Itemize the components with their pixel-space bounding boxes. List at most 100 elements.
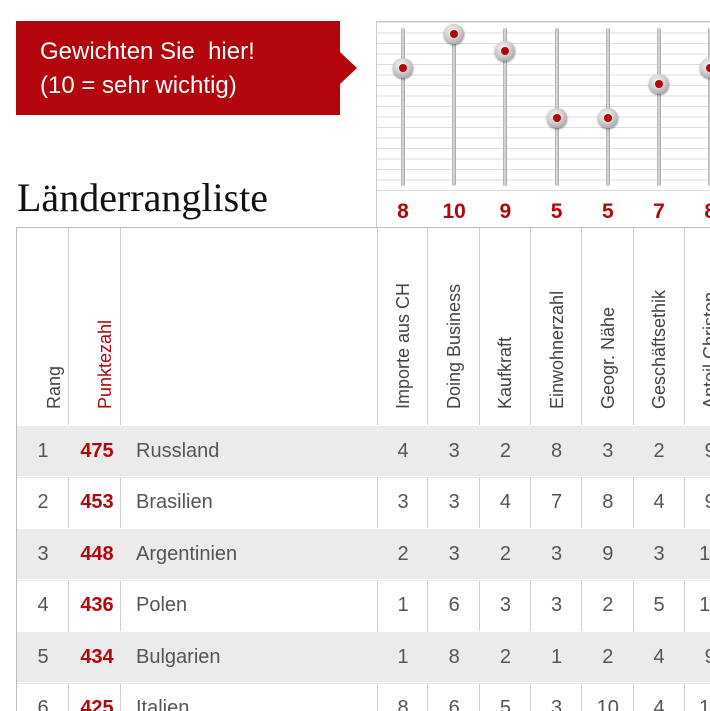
criterion-value-cell: 10 — [596, 697, 619, 711]
criterion-value-cell: 3 — [499, 594, 511, 617]
slider-knob[interactable] — [597, 108, 618, 128]
country-cell: Brasilien — [136, 491, 213, 514]
page-title: Länderrangliste — [17, 175, 268, 220]
criterion-value-cell: 6 — [448, 594, 460, 617]
criterion-value-cell: 3 — [551, 594, 563, 617]
rank-cell: 4 — [37, 594, 49, 617]
criterion-value-cell: 5 — [653, 594, 665, 617]
callout-arrow — [340, 52, 357, 84]
table-row[interactable]: 2453Brasilien3347849 — [17, 476, 710, 529]
criterion-value-cell: 1 — [397, 594, 409, 617]
table-row[interactable]: 5 434 Bulgarien 1 8 2 1 2 49 — [17, 630, 710, 684]
slider-knob[interactable] — [649, 74, 669, 95]
criterion-value-cell: 10 — [699, 594, 710, 617]
weight-value: 7 — [653, 200, 665, 223]
table-row[interactable]: 4 436 Polen 1 6 3 3 2 5 10 — [17, 579, 710, 632]
rank-cell: 2 — [37, 491, 49, 514]
criterion-value-cell: 3 — [448, 491, 460, 514]
criterion-value-cell: 8 — [397, 697, 409, 711]
criterion-value-cell: 2 — [499, 542, 511, 565]
header-score[interactable]: Punktezahl — [95, 319, 115, 409]
country-cell: Bulgarien — [136, 645, 221, 668]
criterion-value-cell: 4 — [653, 491, 665, 514]
criterion-value-cell: 3 — [448, 440, 460, 462]
weighting-callout: Gewichten Sie hier! (10 = sehr wichtig) — [16, 21, 340, 115]
table-row[interactable]: 3 448 Argentinien 2 3 2 3 9 3 10 — [17, 527, 710, 581]
criterion-value-cell: 4 — [499, 491, 511, 514]
score-cell: 425 — [80, 697, 114, 711]
criterion-value-cell: 1 — [551, 645, 563, 668]
callout-text: Gewichten Sie hier! (10 = sehr wichtig) — [40, 38, 255, 99]
slider-knob[interactable] — [495, 40, 516, 61]
slider-knob[interactable] — [546, 108, 567, 128]
criterion-value-cell: 7 — [551, 491, 563, 514]
slider-track[interactable] — [554, 28, 559, 186]
slider-track[interactable] — [708, 28, 710, 186]
country-cell: Polen — [136, 594, 188, 617]
criterion-value-cell: 10 — [699, 697, 710, 711]
criterion-header[interactable]: Anteil Christen — [700, 291, 710, 409]
criterion-value-cell: 3 — [551, 697, 563, 711]
table-row[interactable]: 1475Russland4328329 — [17, 425, 710, 478]
slider-track[interactable] — [605, 28, 610, 186]
weight-value: 8 — [397, 200, 409, 223]
score-cell: 436 — [80, 594, 114, 617]
criterion-value-cell: 2 — [602, 594, 614, 617]
slider-track[interactable] — [401, 28, 405, 186]
criterion-value-cell: 3 — [397, 491, 409, 514]
rank-cell: 5 — [37, 645, 49, 668]
criterion-value-cell: 6 — [448, 697, 460, 711]
slider-track[interactable] — [657, 28, 661, 186]
weight-value: 8 — [690, 200, 710, 224]
score-cell: 475 — [80, 440, 114, 462]
score-cell: 448 — [80, 542, 114, 565]
criterion-value-cell: 3 — [551, 542, 563, 565]
score-cell: 434 — [80, 645, 114, 668]
weight-slider-panel — [376, 21, 710, 191]
slider-knob[interactable] — [393, 57, 413, 78]
slider-track[interactable] — [503, 28, 508, 186]
weight-value: 5 — [550, 200, 563, 223]
weight-value: 9 — [499, 200, 512, 223]
criterion-value-cell: 3 — [448, 542, 460, 565]
table-row[interactable]: 6 425 Italien 8 6 5 3 10 4 10 — [17, 682, 710, 711]
country-cell: Argentinien — [136, 542, 238, 565]
criterion-value-cell: 2 — [499, 645, 511, 668]
criterion-value-cell: 4 — [653, 645, 665, 668]
criterion-value-cell: 2 — [499, 440, 511, 462]
criterion-value-cell: 1 — [397, 645, 409, 668]
rank-cell: 1 — [37, 440, 49, 462]
criterion-value-cell: 2 — [397, 542, 409, 565]
criterion-value-cell: 8 — [602, 491, 614, 514]
criterion-value-cell: 9 — [602, 542, 614, 565]
criterion-value-cell: 3 — [602, 440, 614, 462]
country-cell: Russland — [136, 440, 220, 462]
criterion-header[interactable]: Geogr. Nähe — [597, 306, 618, 409]
weight-values-row: 8 10 9 5 5 7 8 — [376, 190, 710, 228]
criterion-value-cell: 9 — [685, 646, 710, 669]
score-cell: 453 — [80, 491, 114, 514]
slider-knob[interactable] — [700, 57, 710, 78]
criterion-value-cell: 9 — [685, 491, 710, 514]
rank-cell: 3 — [37, 542, 49, 565]
criterion-value-cell: 4 — [653, 697, 665, 711]
weight-value: 5 — [601, 200, 614, 223]
criterion-header[interactable]: Doing Business — [444, 283, 465, 409]
ranking-table: Rang Punktezahl Importe aus CH Doing Busi… — [16, 227, 710, 711]
criterion-value-cell: 4 — [397, 440, 409, 462]
rank-cell: 6 — [37, 697, 49, 711]
criterion-header[interactable]: Einwohnerzahl — [546, 290, 567, 409]
criterion-header[interactable]: Importe aus CH — [393, 282, 413, 409]
slider-knob[interactable] — [444, 24, 465, 44]
slider-track[interactable] — [452, 28, 457, 186]
criterion-value-cell: 2 — [602, 645, 614, 668]
criterion-value-cell: 10 — [699, 542, 710, 565]
criterion-value-cell: 5 — [499, 697, 511, 711]
criterion-value-cell: 8 — [551, 440, 563, 462]
criterion-value-cell: 3 — [653, 542, 665, 565]
criterion-header[interactable]: Geschäftsethik — [649, 289, 669, 409]
criterion-value-cell: 8 — [448, 645, 460, 668]
country-cell: Italien — [136, 697, 190, 711]
criterion-header[interactable]: Kaufkraft — [495, 336, 516, 409]
weight-value: 10 — [442, 200, 466, 223]
